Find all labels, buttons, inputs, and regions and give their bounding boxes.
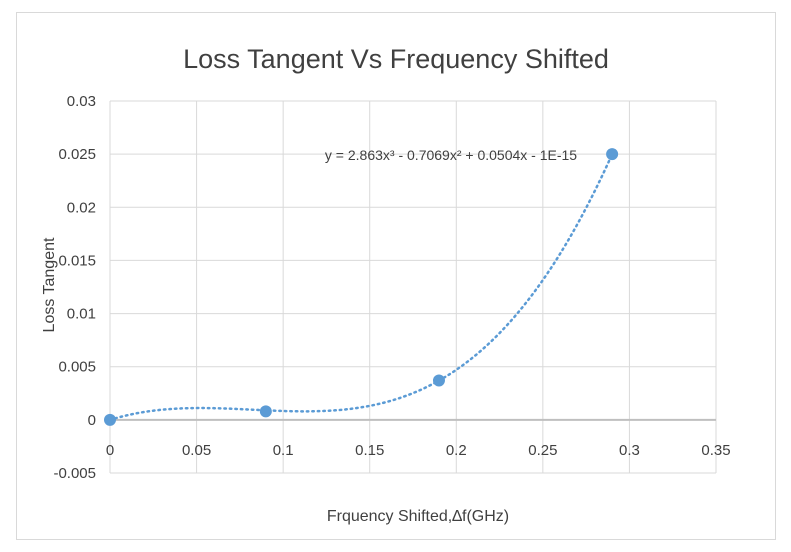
x-tick-label: 0 bbox=[106, 442, 114, 459]
y-tick-label: 0.01 bbox=[67, 306, 96, 323]
x-tick-label: 0.2 bbox=[446, 442, 467, 459]
x-tick-label: 0.35 bbox=[701, 442, 730, 459]
chart-title: Loss Tangent Vs Frequency Shifted bbox=[183, 44, 609, 74]
data-points bbox=[104, 148, 619, 426]
y-tick-label: 0.02 bbox=[67, 199, 96, 216]
x-tick-label: 0.15 bbox=[355, 442, 384, 459]
tick-labels: -0.005 0 0.005 0.01 0.015 0.02 0.025 0.03 0 0.05 0… bbox=[53, 93, 730, 482]
x-tick-label: 0.1 bbox=[273, 442, 294, 459]
chart-frame bbox=[16, 12, 776, 540]
trendline-equation: y = 2.863x³ - 0.7069x² + 0.0504x - 1E-15 bbox=[325, 147, 577, 163]
data-point bbox=[104, 413, 116, 426]
x-axis-title: Frquency Shifted,∆f(GHz) bbox=[327, 508, 509, 525]
y-tick-label: 0 bbox=[88, 412, 96, 429]
data-point bbox=[259, 405, 272, 418]
trendline bbox=[108, 152, 614, 422]
data-point bbox=[606, 148, 619, 161]
y-tick-label: 0.015 bbox=[58, 252, 96, 269]
y-tick-label: 0.005 bbox=[58, 359, 96, 376]
x-tick-label: 0.25 bbox=[528, 442, 557, 459]
x-tick-label: 0.3 bbox=[619, 442, 640, 459]
y-tick-label: -0.005 bbox=[53, 465, 96, 482]
y-axis-title: Loss Tangent bbox=[41, 237, 58, 332]
y-tick-label: 0.03 bbox=[67, 93, 96, 110]
y-tick-label: 0.025 bbox=[58, 146, 96, 163]
x-tick-label: 0.05 bbox=[182, 442, 211, 459]
data-point bbox=[432, 374, 445, 387]
